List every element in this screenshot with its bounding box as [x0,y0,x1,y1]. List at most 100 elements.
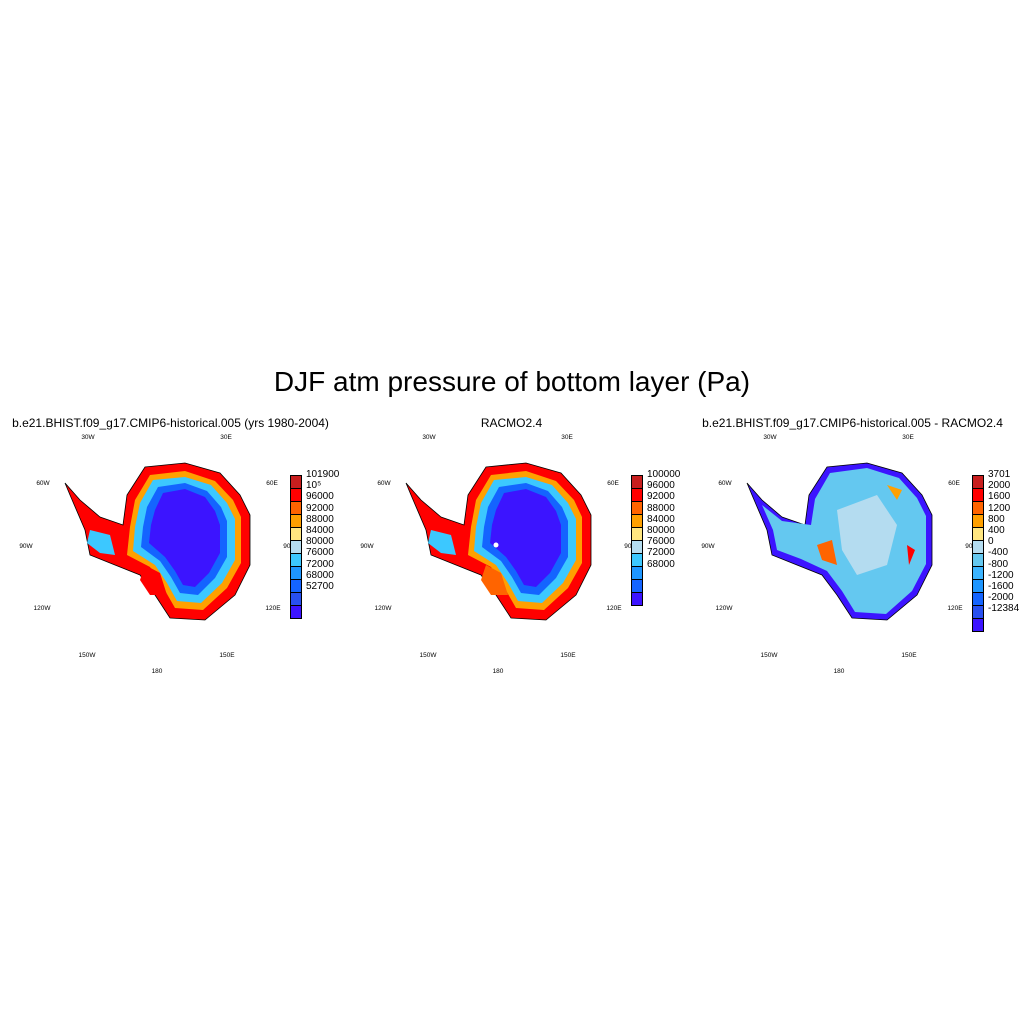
lon-label: 150W [78,652,96,659]
lon-label: 180 [151,668,163,675]
lon-label: 180 [492,668,504,675]
colorbar-swatch [972,554,984,567]
colorbar-swatch [631,593,643,606]
colorbar-swatch [631,554,643,567]
lon-label: 120W [33,605,51,612]
colorbar-swatch [631,489,643,502]
colorbar-swatch [972,502,984,515]
panel-title: b.e21.BHIST.f09_g17.CMIP6-historical.005… [12,416,329,430]
colorbar-label: 0 [988,536,994,548]
colorbar-label: 84000 [306,525,334,537]
colorbar-swatch [972,619,984,632]
lon-label: 150W [419,652,437,659]
lon-label: 60E [266,480,278,487]
colorbar-label: 72000 [647,547,675,559]
colorbar-swatch [972,580,984,593]
colorbar-swatch [631,541,643,554]
colorbar-swatch [631,475,643,489]
colorbar-swatch [631,502,643,515]
colorbar [631,475,643,606]
colorbar-label: 76000 [647,536,675,548]
lon-label: 90W [360,543,374,550]
colorbar-label: 101900 [306,469,340,480]
colorbar-label: 88000 [306,513,334,525]
lon-label: 90W [701,543,715,550]
colorbar-label: 92000 [306,502,334,514]
lon-label: 30E [902,434,914,441]
lon-label: 150E [901,652,917,659]
lon-label: 30W [422,434,436,441]
colorbar-label: 52700 [306,581,334,593]
antarctica-map [746,462,933,621]
colorbar-label: 88000 [647,502,675,514]
colorbar-swatch [290,593,302,606]
lon-label: 120E [606,605,622,612]
colorbar-label: -12384 [988,603,1020,615]
panel-title: b.e21.BHIST.f09_g17.CMIP6-historical.005… [702,416,1003,430]
colorbar-label: -400 [988,547,1009,559]
panel-racmo: RACMO2.4 30W 30E 60W 60E 90W 90E 120W 12… [341,410,682,690]
colorbar-swatch [972,593,984,606]
colorbar-swatch [631,580,643,593]
colorbar-labels: 3701 2000 1600 1200 800 400 0 -400 -800 -1200 -160… [988,469,1019,615]
lon-label: 120E [947,605,963,612]
colorbar-label: 3701 [988,469,1011,480]
lon-label: 60E [607,480,619,487]
lon-label: 90E [965,543,977,550]
colorbar-label: -800 [988,558,1009,570]
lon-label: 180 [833,668,845,675]
colorbar-swatch [290,502,302,515]
colorbar-label: 68000 [306,569,334,581]
colorbar-swatch [631,567,643,580]
colorbar-label: 10⁵ [306,480,322,492]
colorbar-label: 1600 [988,491,1011,503]
lon-label: 60W [377,480,391,487]
colorbar-swatch [290,541,302,554]
colorbar-label: 100000 [647,469,681,480]
figure-title: DJF atm pressure of bottom layer (Pa) [273,366,751,397]
colorbar-label: 68000 [647,558,675,570]
lon-label: 90W [19,543,33,550]
colorbar-swatch [290,515,302,528]
colorbar-swatch [972,489,984,502]
colorbar-label: 80000 [306,536,334,548]
colorbar-swatch [972,528,984,541]
colorbar-label: 80000 [647,525,675,537]
panel-model: b.e21.BHIST.f09_g17.CMIP6-historical.005… [0,410,341,690]
colorbar-label: -2000 [988,592,1014,604]
lon-label: 30W [763,434,777,441]
colorbar [972,475,984,632]
colorbar-label: 84000 [647,513,675,525]
colorbar-swatch [290,489,302,502]
lon-label: 30W [81,434,95,441]
colorbar-label: 72000 [306,558,334,570]
lon-label: 120W [715,605,733,612]
colorbar-labels: 101900 10⁵ 96000 92000 88000 84000 80000 76000 7… [306,469,339,592]
colorbar-label: 96000 [647,480,675,492]
colorbar-swatch [972,606,984,619]
colorbar-swatch [290,606,302,619]
colorbar-swatch [290,580,302,593]
colorbar-swatch [290,528,302,541]
lon-label: 30E [561,434,573,441]
colorbar-label: 1200 [988,502,1011,514]
lon-label: 90E [283,543,295,550]
colorbar-labels: 100000 96000 92000 88000 84000 80000 76000 7200… [647,469,680,570]
colorbar-label: 2000 [988,480,1011,492]
antarctica-map [405,462,592,621]
colorbar-swatch [290,475,302,489]
colorbar-swatch [290,567,302,580]
colorbar-swatch [972,515,984,528]
colorbar-swatch [972,475,984,489]
lon-label: 60W [36,480,50,487]
colorbar-label: 400 [988,525,1005,537]
colorbar-label: -1600 [988,581,1014,593]
colorbar [290,475,302,619]
colorbar-label: 76000 [306,547,334,559]
colorbar-label: 800 [988,513,1005,525]
colorbar-label: -1200 [988,569,1014,581]
colorbar-swatch [631,515,643,528]
colorbar-swatch [972,567,984,580]
lon-label: 150E [560,652,576,659]
colorbar-swatch [290,554,302,567]
